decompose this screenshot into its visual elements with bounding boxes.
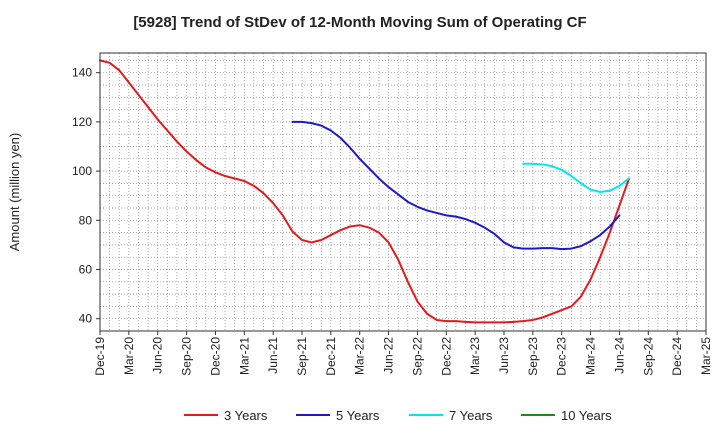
series-line-7-years [522, 162, 631, 193]
x-tick-label: Sep-20 [180, 337, 194, 376]
x-tick-label: Dec-22 [439, 337, 453, 376]
legend-label: 5 Years [336, 408, 380, 423]
x-tick-label: Mar-23 [468, 337, 482, 375]
x-tick-label: Dec-20 [208, 337, 222, 376]
legend-label: 3 Years [224, 408, 268, 423]
x-tick-label: Dec-23 [555, 337, 569, 376]
plot-area-background [100, 53, 706, 331]
x-tick-label: Sep-23 [526, 337, 540, 376]
x-tick-label: Dec-19 [93, 337, 107, 376]
x-tick-label: Dec-24 [670, 337, 684, 376]
legend-label: 7 Years [449, 408, 493, 423]
x-tick-label: Dec-21 [324, 337, 338, 376]
x-tick-label: Jun-21 [266, 337, 280, 374]
x-tick-label: Jun-22 [382, 337, 396, 374]
y-tick-label: 140 [72, 66, 92, 80]
x-axis-ticks: Dec-19 Mar-20 Jun-20 Sep-20 Dec-20 Mar-21 Jun-… [93, 331, 713, 376]
y-tick-label: 100 [72, 164, 92, 178]
x-tick-label: Mar-25 [699, 337, 713, 375]
legend-label: 10 Years [561, 408, 612, 423]
y-tick-label: 60 [79, 262, 93, 276]
y-axis-ticks: 40 60 80 100 120 140 [72, 66, 100, 326]
y-tick-label: 40 [79, 312, 93, 326]
x-tick-label: Jun-20 [151, 337, 165, 374]
x-tick-label: Sep-21 [295, 337, 309, 376]
x-tick-label: Mar-24 [584, 337, 598, 375]
x-tick-label: Jun-23 [497, 337, 511, 374]
x-tick-label: Sep-24 [641, 337, 655, 376]
legend: 3 Years 5 Years 7 Years 10 Years [184, 408, 612, 423]
plot-area-border [99, 52, 707, 332]
series-layer [99, 59, 631, 324]
x-tick-label: Sep-22 [410, 337, 424, 376]
x-tick-label: Mar-22 [353, 337, 367, 375]
y-axis-title: Amount (million yen) [7, 133, 22, 252]
x-tick-label: Mar-21 [237, 337, 251, 375]
series-line-3-years [99, 59, 631, 324]
x-tick-label: Mar-20 [122, 337, 136, 375]
y-tick-label: 80 [79, 213, 93, 227]
x-tick-label: Jun-24 [612, 337, 626, 374]
chart-title: [5928] Trend of StDev of 12-Month Moving… [133, 14, 587, 31]
series-line-5-years [291, 120, 621, 251]
y-tick-label: 120 [72, 115, 92, 129]
